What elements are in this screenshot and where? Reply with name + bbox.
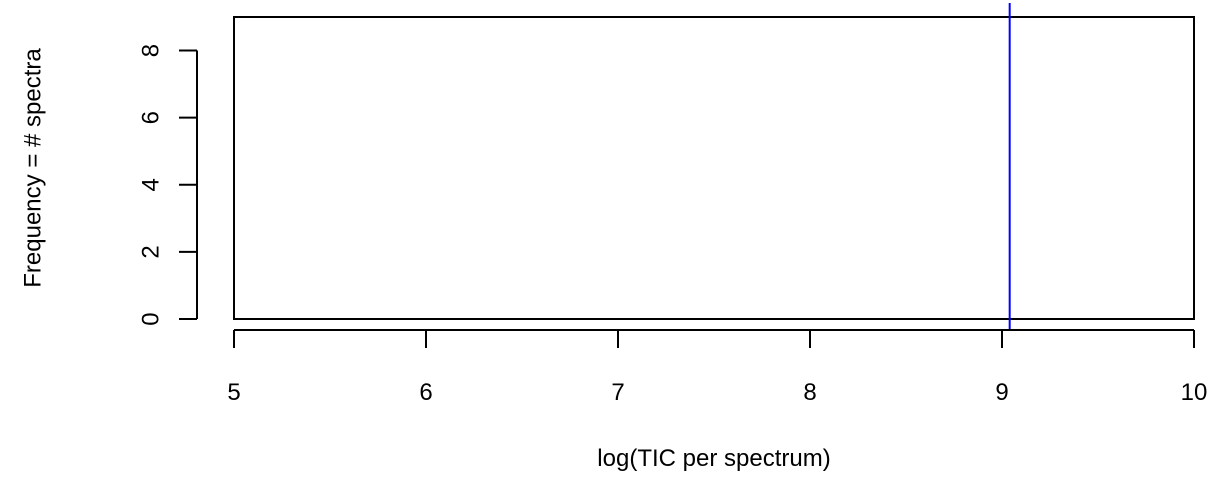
y-tick-label: 2 — [138, 245, 165, 258]
x-axis: 5 6 7 8 9 10 — [227, 329, 1208, 406]
histogram-bar-0 — [233, 16, 1195, 320]
x-tick-label: 7 — [611, 379, 624, 406]
histogram-bars — [233, 16, 1195, 320]
y-tick-label: 8 — [138, 44, 165, 57]
x-tick-label: 5 — [227, 379, 240, 406]
y-tick-label: 0 — [138, 312, 165, 325]
x-tick-label: 6 — [419, 379, 432, 406]
y-tick-label: 4 — [138, 178, 165, 191]
y-tick-label: 6 — [138, 111, 165, 124]
x-tick-label: 10 — [1181, 379, 1208, 406]
x-tick-label: 8 — [803, 379, 816, 406]
x-tick-label: 9 — [995, 379, 1008, 406]
x-axis-title: log(TIC per spectrum) — [597, 445, 830, 472]
y-axis-title: Frequency = # spectra — [20, 48, 47, 288]
y-axis: 0 2 4 6 8 — [138, 44, 198, 326]
